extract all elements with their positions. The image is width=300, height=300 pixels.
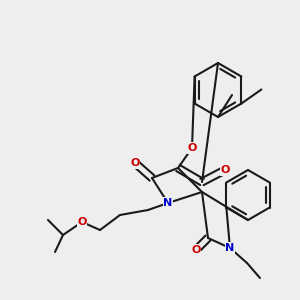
Text: O: O: [220, 165, 230, 175]
Text: N: N: [164, 198, 172, 208]
Text: O: O: [77, 217, 87, 227]
Text: O: O: [191, 245, 201, 255]
Text: N: N: [225, 243, 235, 253]
Text: O: O: [130, 158, 140, 168]
Text: O: O: [187, 143, 197, 153]
